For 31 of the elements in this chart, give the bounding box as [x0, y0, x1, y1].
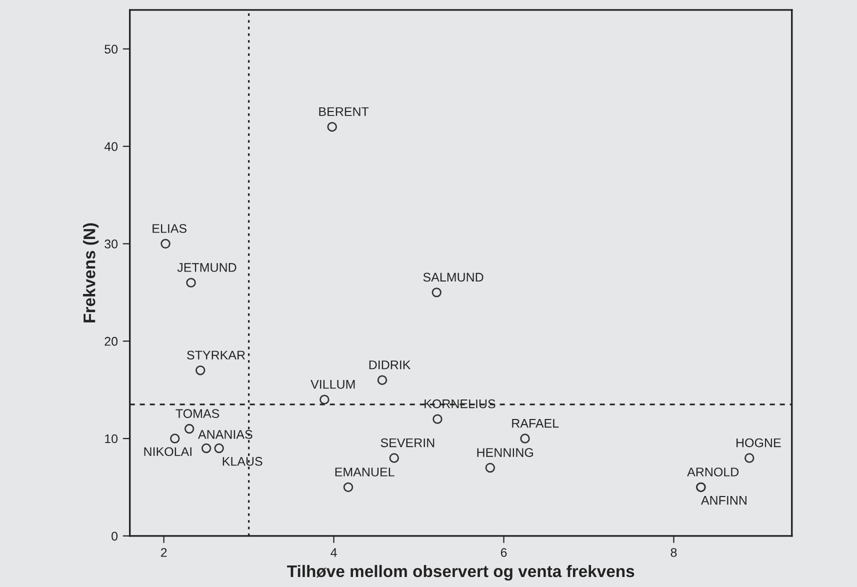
x-tick-label: 4 [330, 548, 337, 557]
annotation: HOGNE [736, 438, 781, 448]
annotation: STYRKAR [187, 350, 245, 360]
annotation: NIKOLAI [144, 447, 192, 456]
annotation: KLAUS [222, 456, 262, 466]
annotation: ANFINN [700, 496, 746, 505]
y-tick-label: 30 [104, 240, 118, 248]
annotation: TOMAS [176, 409, 220, 418]
y-tick-label: 20 [104, 336, 118, 346]
y-tick-label: 0 [112, 532, 118, 541]
annotation: ELIAS [152, 224, 187, 233]
annotation: SEVERIN [380, 438, 434, 448]
x-axis-title: Tilhøve mellom observert og venta frekvens [287, 564, 634, 581]
annotation: VILLUM [310, 380, 355, 389]
x-tick-label: 6 [500, 548, 507, 557]
y-tick-label: 10 [105, 434, 118, 444]
x-tick-label: 2 [160, 548, 167, 557]
annotation: ARNOLD [687, 468, 739, 476]
y-tick-label: 40 [104, 142, 118, 151]
annotation: KORNELIUS [424, 399, 496, 408]
x-tick-label: 8 [670, 548, 677, 557]
annotation: ANANIAS [198, 430, 252, 439]
annotation: SALMUND [423, 272, 484, 282]
y-axis-title: Frekvens (N) [83, 223, 99, 322]
annotation: EMANUEL [335, 468, 394, 476]
annotation: JETMUND [177, 263, 236, 272]
y-tick-label: 50 [104, 44, 118, 54]
annotation: RAFAEL [512, 419, 559, 428]
annotation: BERENT [319, 107, 369, 116]
annotation: DIDRIK [369, 360, 411, 370]
annotation: HENNING [477, 448, 533, 457]
